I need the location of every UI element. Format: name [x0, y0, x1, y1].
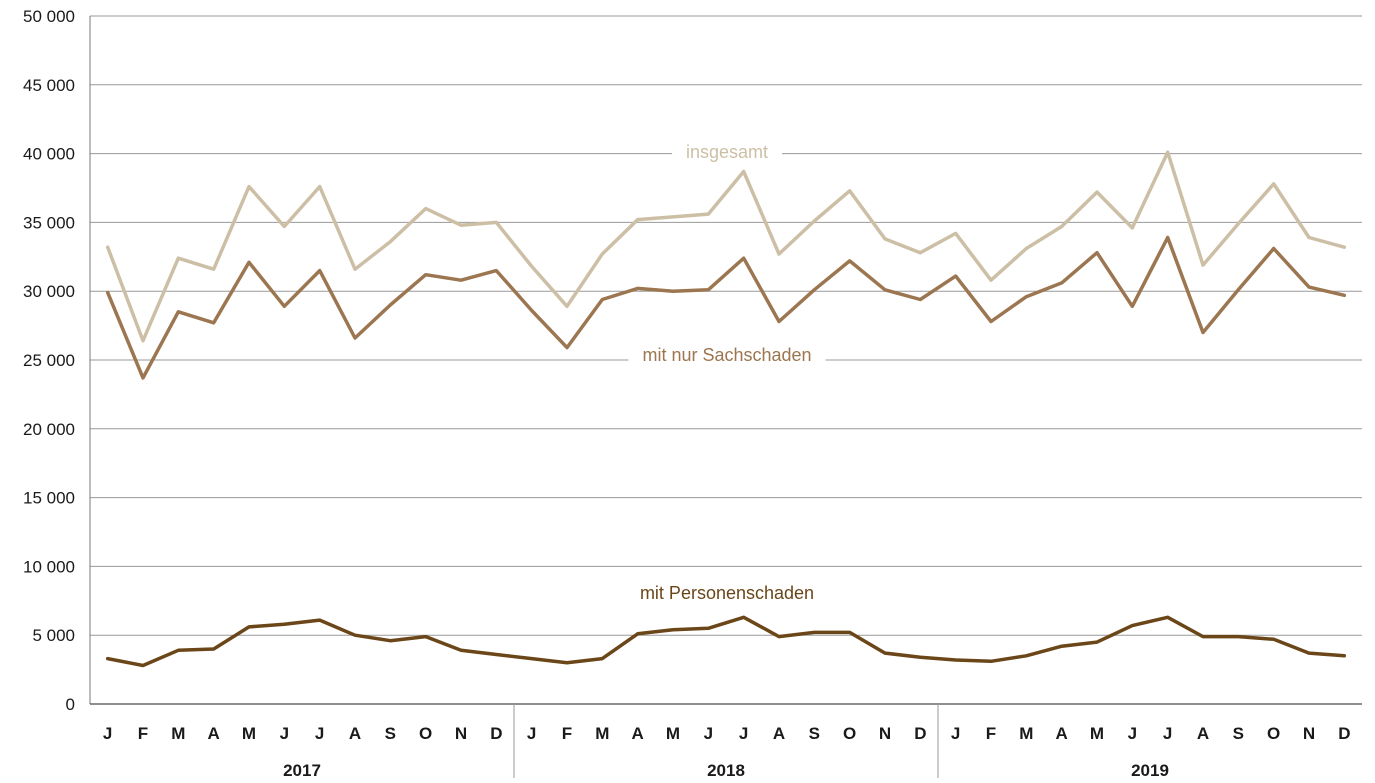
x-tick-label: J — [1163, 724, 1172, 743]
x-tick-label: N — [879, 724, 891, 743]
x-tick-label: F — [986, 724, 996, 743]
x-tick-label: J — [280, 724, 289, 743]
x-tick-label: J — [1128, 724, 1137, 743]
x-tick-label: D — [490, 724, 502, 743]
x-tick-label: A — [773, 724, 785, 743]
x-tick-label: S — [385, 724, 396, 743]
y-tick-label: 20 000 — [23, 420, 75, 439]
x-tick-label: A — [349, 724, 361, 743]
x-tick-label: F — [138, 724, 148, 743]
y-tick-label: 30 000 — [23, 282, 75, 301]
y-axis: 0 5 000 10 000 15 000 20 000 25 000 30 000 35 0… — [23, 7, 75, 714]
series-labels: insgesamt mit nur Sachschaden mit Personen… — [625, 139, 829, 606]
x-tick-label: M — [666, 724, 680, 743]
x-tick-label: J — [315, 724, 324, 743]
x-tick-label: S — [809, 724, 820, 743]
y-tick-label: 5 000 — [32, 626, 75, 645]
x-tick-label: M — [171, 724, 185, 743]
x-tick-label: A — [632, 724, 644, 743]
grid — [90, 15, 1362, 636]
x-tick-label: J — [951, 724, 960, 743]
x-tick-label: N — [455, 724, 467, 743]
year-label: 2017 — [283, 761, 321, 780]
series-line — [105, 235, 1347, 380]
y-tick-label: 45 000 — [23, 76, 75, 95]
x-tick-label: O — [1267, 724, 1280, 743]
series-label-background — [671, 139, 783, 165]
series-line — [105, 150, 1347, 343]
y-tick-label: 50 000 — [23, 7, 75, 26]
y-tick-label: 10 000 — [23, 557, 75, 576]
x-tick-label: M — [242, 724, 256, 743]
x-tick-label: S — [1233, 724, 1244, 743]
year-label: 2019 — [1131, 761, 1169, 780]
x-tick-label: J — [103, 724, 112, 743]
x-tick-label: A — [208, 724, 220, 743]
x-tick-label: M — [595, 724, 609, 743]
x-tick-label: A — [1056, 724, 1068, 743]
x-tick-label: F — [562, 724, 572, 743]
x-axis: J F M A M J J A S O N D J F M A M J J A S O N D J F M A M J J A S O N D 2017… — [89, 16, 1362, 780]
x-tick-label: M — [1090, 724, 1104, 743]
x-tick-label: N — [1303, 724, 1315, 743]
x-tick-label: D — [914, 724, 926, 743]
x-tick-label: O — [419, 724, 432, 743]
y-tick-label: 25 000 — [23, 351, 75, 370]
x-tick-label: J — [527, 724, 536, 743]
series-label-insgesamt: insgesamt — [686, 142, 768, 162]
x-tick-label: J — [739, 724, 748, 743]
y-tick-label: 35 000 — [23, 213, 75, 232]
x-tick-label: D — [1338, 724, 1350, 743]
x-tick-label: A — [1197, 724, 1209, 743]
x-tick-label: J — [704, 724, 713, 743]
series-label-personenschaden: mit Personenschaden — [640, 583, 814, 603]
series-label-background — [628, 342, 826, 368]
year-label: 2018 — [707, 761, 745, 780]
x-tick-label: O — [843, 724, 856, 743]
y-tick-label: 0 — [66, 695, 75, 714]
series-label-sachschaden: mit nur Sachschaden — [642, 345, 811, 365]
x-tick-label: M — [1019, 724, 1033, 743]
series-line — [105, 615, 1347, 668]
y-tick-label: 40 000 — [23, 145, 75, 164]
y-tick-label: 15 000 — [23, 489, 75, 508]
series-label-background — [625, 580, 829, 606]
series-group — [105, 150, 1347, 668]
